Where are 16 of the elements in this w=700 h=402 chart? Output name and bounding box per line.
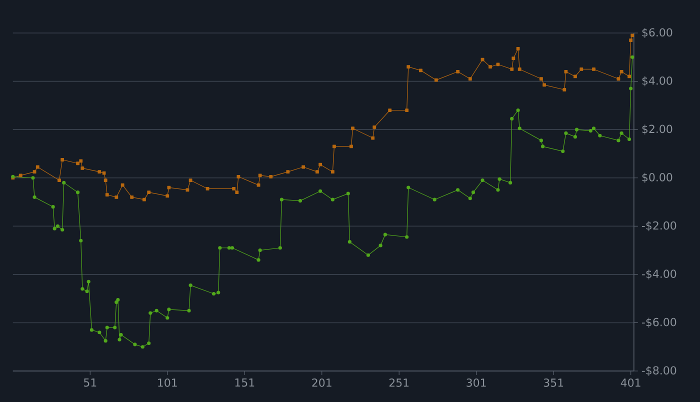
y-tick-label: $2.00 bbox=[642, 124, 672, 135]
x-tick-label: 251 bbox=[389, 378, 409, 387]
y-tick-label: $4.00 bbox=[642, 76, 672, 86]
x-tick-label: 201 bbox=[312, 378, 332, 387]
x-tick-label: 151 bbox=[235, 378, 254, 387]
x-tick-label: 401 bbox=[620, 378, 640, 387]
x-tick-label: 101 bbox=[158, 378, 177, 387]
x-tick-label: 301 bbox=[466, 378, 486, 387]
x-tick-label: 351 bbox=[544, 378, 564, 387]
y-tick-label: -$4.00 bbox=[642, 269, 676, 280]
x-tick-label: 51 bbox=[84, 378, 96, 387]
y-tick-label: $6.00 bbox=[642, 28, 672, 38]
y-tick-label: -$6.00 bbox=[642, 318, 676, 328]
y-tick-label: $0.00 bbox=[642, 172, 672, 183]
y-tick-label: -$8.00 bbox=[642, 366, 676, 376]
y-tick-label: -$2.00 bbox=[642, 221, 676, 232]
